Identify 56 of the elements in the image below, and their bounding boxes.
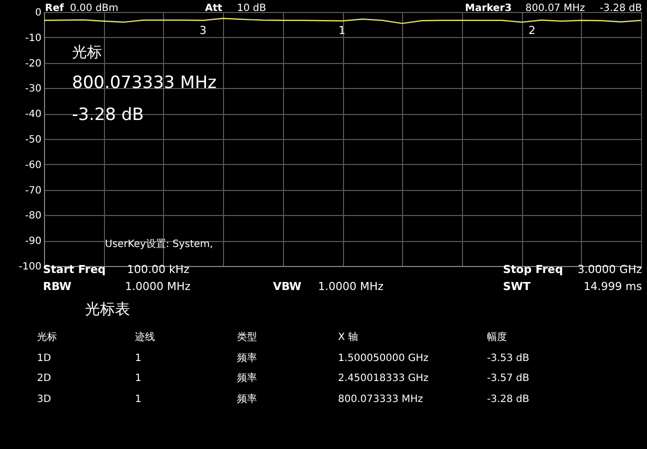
y-tick-label: -50 [25, 134, 42, 146]
text: 1 [135, 373, 142, 384]
annotation: -3.28 dB [72, 105, 144, 125]
text: 光标表 [85, 300, 130, 318]
text: 类型 [237, 331, 257, 343]
annotation: 10 dB [237, 3, 266, 14]
text: 2D [37, 373, 52, 384]
text: 2.450018333 GHz [338, 373, 428, 384]
text: RBW [43, 280, 72, 293]
text: VBW [273, 280, 302, 293]
y-tick-label: -10 [25, 32, 42, 44]
annotation: 0.00 dBm [70, 3, 118, 14]
annotation: 800.073333 MHz [72, 73, 217, 93]
text: -3.28 dB [487, 394, 530, 405]
annotation: Start Freq [43, 263, 106, 276]
annotation: Att [205, 3, 223, 14]
annotation: Stop Freq [503, 263, 564, 276]
annotation: 3.0000 GHz [577, 263, 642, 276]
y-tick-label: -100 [18, 262, 42, 272]
annotation: 光标 [72, 43, 102, 61]
annotation: 800.07 MHz [525, 3, 585, 14]
text: 1.0000 MHz [125, 280, 191, 293]
text: 迹线 [135, 331, 155, 343]
text: 1.0000 MHz [318, 280, 384, 293]
y-tick-label: -70 [25, 185, 42, 196]
text: 1 [135, 353, 142, 364]
annotation: Marker3 [465, 3, 512, 14]
text: 1 [135, 394, 142, 405]
text: 1.500050000 GHz [338, 353, 428, 364]
y-tick-label: 0 [35, 8, 42, 18]
text: 频率 [237, 393, 257, 405]
text: 光标 [37, 331, 57, 343]
y-tick-label: -60 [25, 160, 42, 171]
annotation: UserKey设置: System, [105, 238, 213, 250]
text: 频率 [237, 372, 257, 384]
annotation: 2 [528, 24, 536, 37]
text: 14.999 ms [584, 280, 642, 293]
text: X 轴 [338, 331, 358, 343]
y-tick-label: -40 [25, 109, 42, 120]
annotation: 1 [338, 24, 346, 37]
y-tick-label: -80 [25, 210, 42, 222]
annotation: 3 [200, 24, 206, 37]
text: 频率 [237, 352, 257, 364]
y-tick-label: -90 [25, 236, 42, 248]
text: SWT [503, 280, 532, 293]
annotation: -3.28 dB [600, 3, 642, 14]
text: -3.57 dB [487, 373, 530, 384]
y-tick-label: -30 [25, 84, 42, 95]
text: -3.53 dB [487, 353, 530, 364]
y-tick-label: -20 [25, 58, 42, 70]
text: 1D [37, 353, 52, 364]
text: 3D [37, 394, 52, 405]
annotation: 100.00 kHz [127, 263, 190, 276]
text: 800.073333 MHz [338, 394, 424, 405]
annotation: Ref [45, 3, 64, 14]
text: 幅度 [487, 331, 507, 343]
